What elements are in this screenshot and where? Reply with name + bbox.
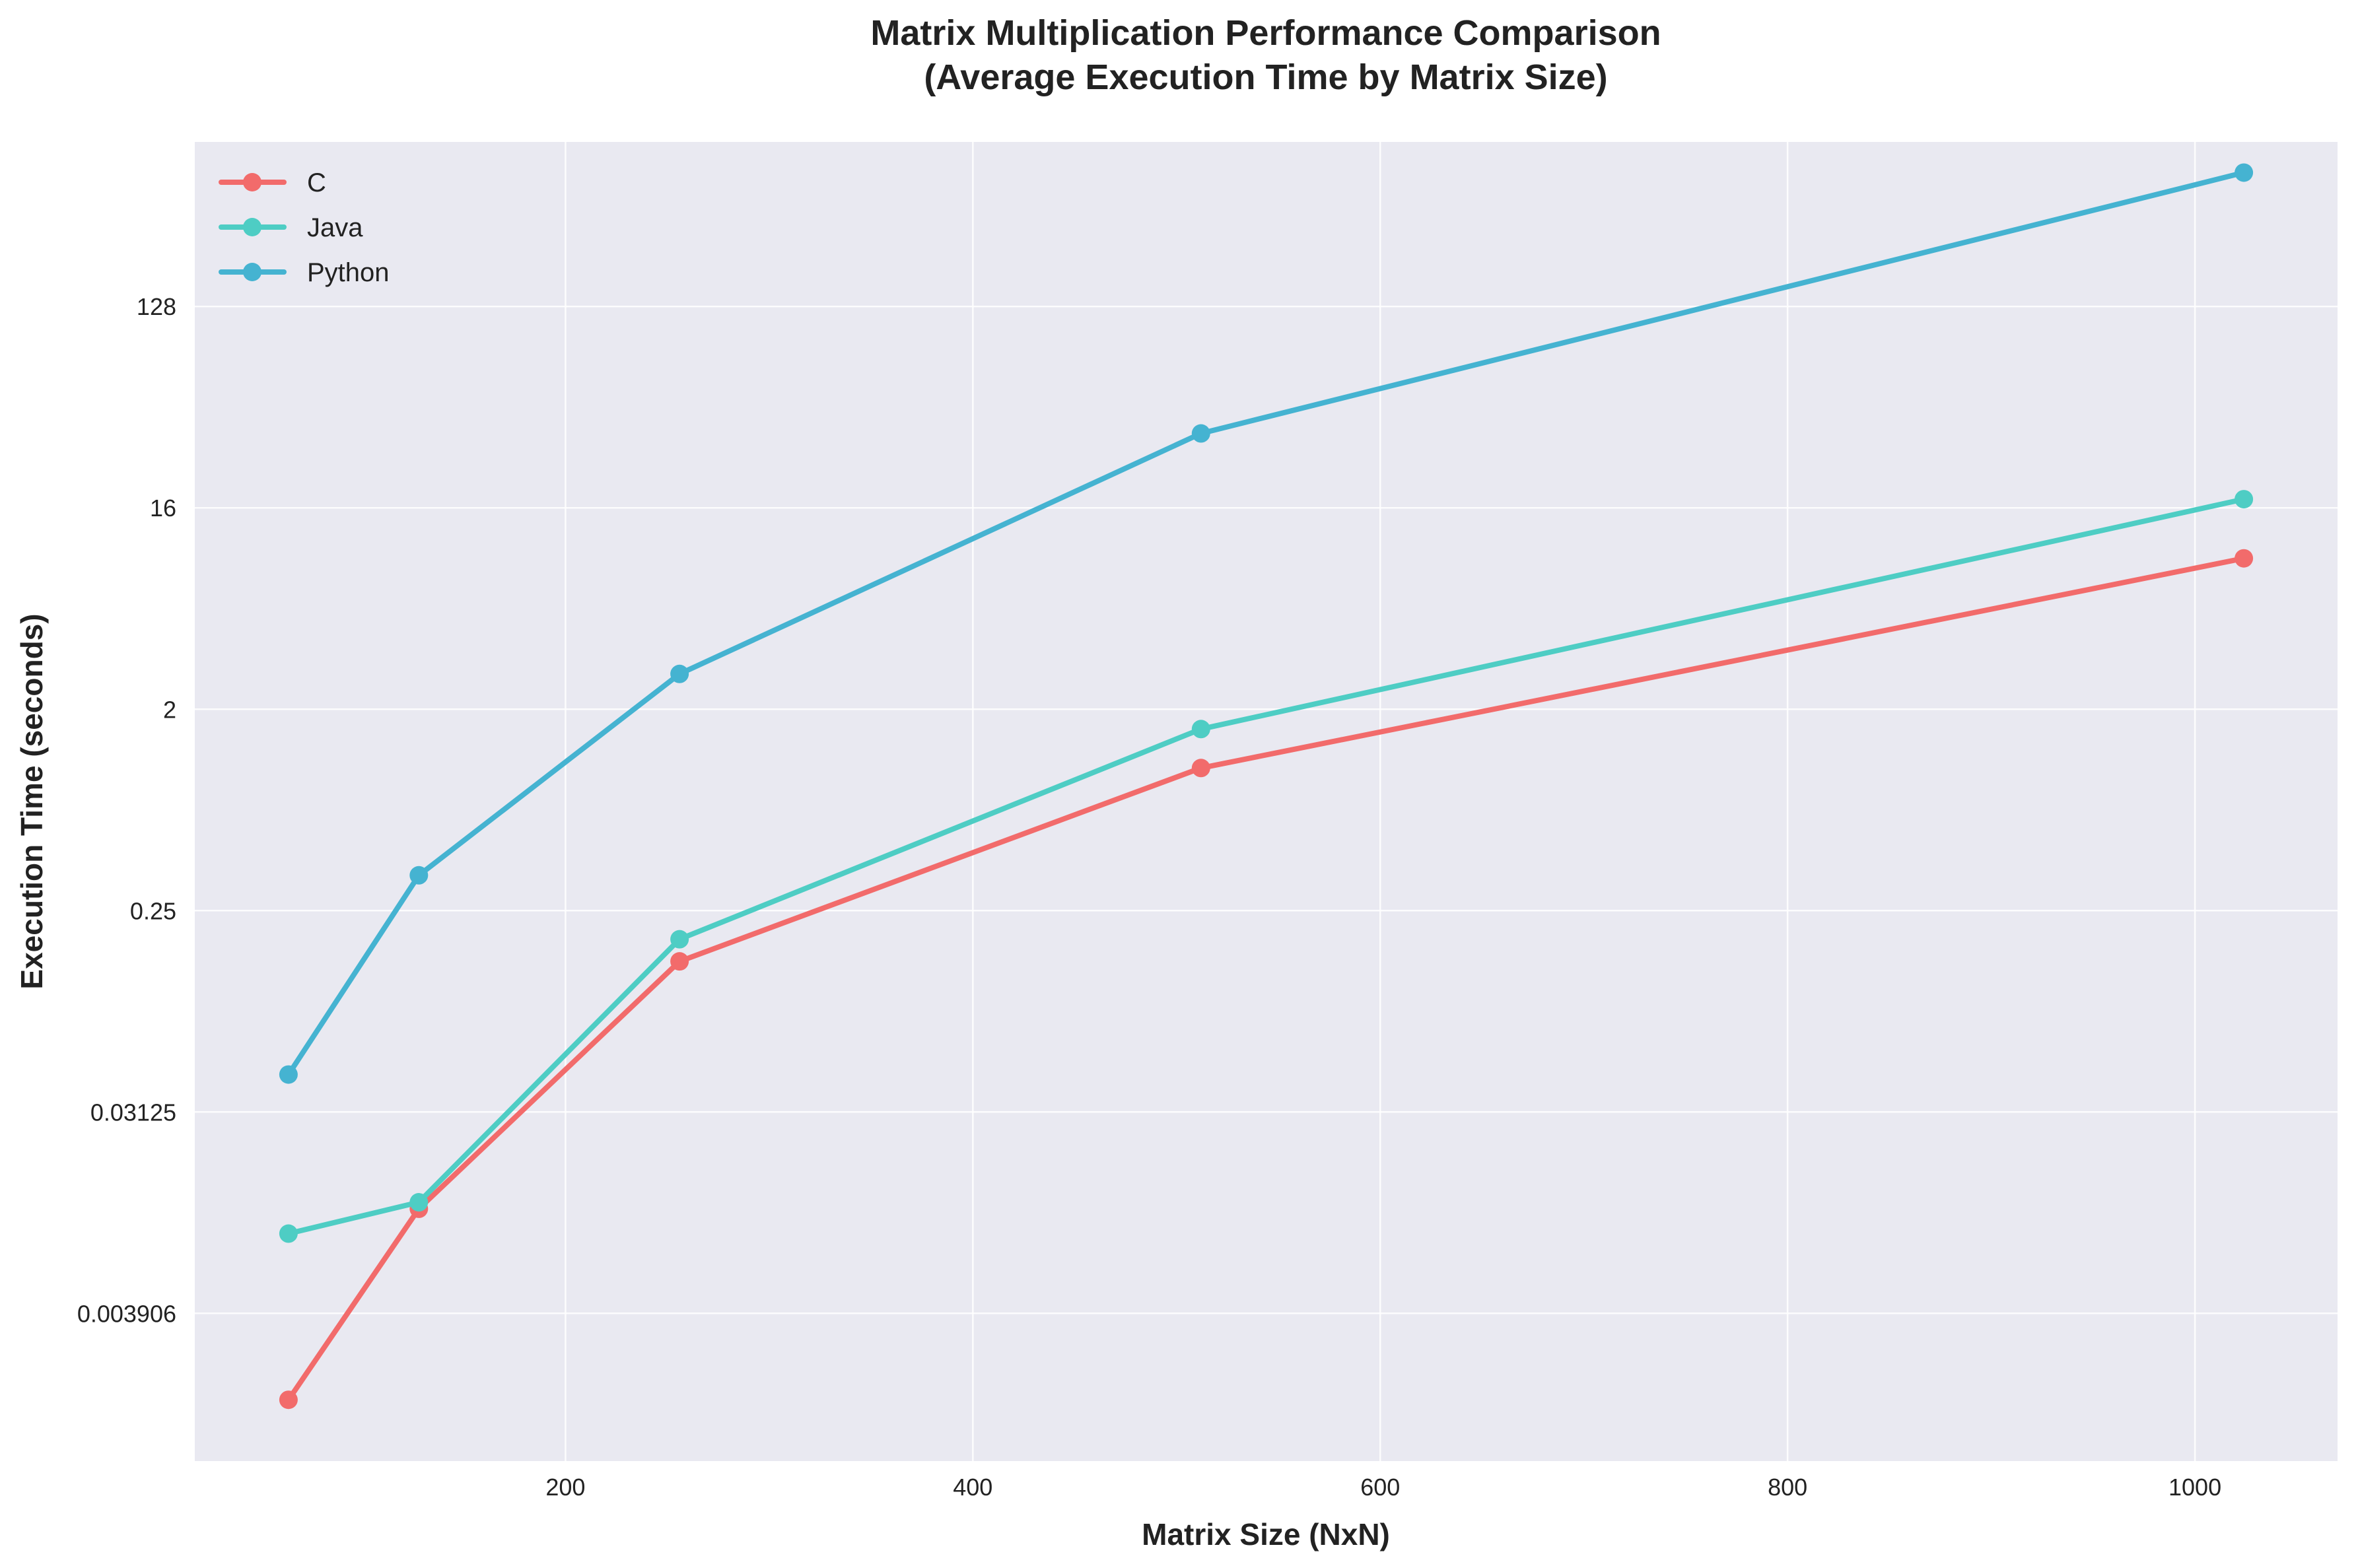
x-tick-label: 1000: [2168, 1474, 2221, 1501]
data-point-python: [2235, 163, 2254, 182]
x-tick-label: 400: [953, 1474, 992, 1501]
x-axis-ticks: 200 400 600 800 1000: [545, 1474, 2221, 1501]
legend-marker-java: [243, 218, 261, 236]
legend: C Java Python: [219, 168, 390, 287]
y-tick-label: 2: [163, 696, 176, 723]
legend-marker-python: [243, 263, 261, 281]
y-tick-label: 0.003906: [77, 1300, 176, 1327]
data-point-python: [279, 1065, 298, 1084]
y-tick-label: 16: [150, 494, 176, 522]
y-tick-label: 128: [137, 293, 176, 320]
legend-label-c: C: [307, 168, 326, 197]
legend-label-python: Python: [307, 258, 390, 287]
data-point-python: [409, 866, 429, 885]
chart-title-line1: Matrix Multiplication Performance Compar…: [870, 13, 1661, 53]
y-axis-ticks: 0.003906 0.03125 0.25 2 16 128: [77, 293, 176, 1327]
data-point-c: [670, 952, 689, 971]
data-point-java: [1191, 720, 1210, 739]
legend-label-java: Java: [307, 213, 363, 242]
x-tick-label: 600: [1360, 1474, 1400, 1501]
x-axis-label: Matrix Size (NxN): [1142, 1517, 1390, 1551]
data-point-c: [1191, 759, 1210, 778]
grid: [195, 142, 2338, 1461]
series-lines: [279, 163, 2254, 1410]
data-point-c: [2235, 549, 2254, 568]
chart-title-line2: (Average Execution Time by Matrix Size): [924, 57, 1607, 97]
data-point-java: [2235, 490, 2254, 509]
legend-marker-c: [243, 173, 261, 191]
y-tick-label: 0.25: [130, 897, 176, 924]
x-tick-label: 200: [545, 1474, 585, 1501]
data-point-java: [670, 930, 689, 949]
y-tick-label: 0.03125: [90, 1099, 176, 1126]
data-point-python: [670, 664, 689, 683]
data-point-c: [279, 1390, 298, 1410]
plot-area: [195, 142, 2338, 1461]
data-point-python: [1191, 424, 1210, 443]
x-tick-label: 800: [1768, 1474, 1807, 1501]
data-point-java: [409, 1193, 429, 1212]
y-axis-label: Execution Time (seconds): [15, 613, 49, 989]
data-point-java: [279, 1224, 298, 1243]
